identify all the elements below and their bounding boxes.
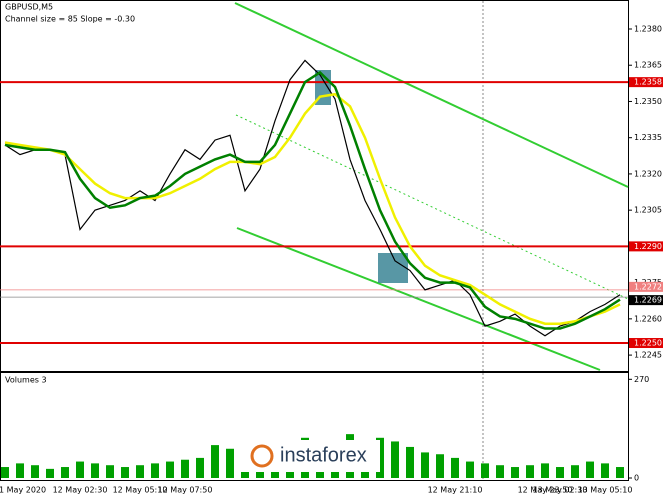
volume-bar — [571, 465, 579, 478]
volume-bar — [211, 445, 219, 478]
x-tick-label: 12 May 02:30 — [53, 486, 108, 495]
volume-bar — [526, 465, 534, 478]
volume-bar — [481, 463, 489, 478]
level-label: 1.2358 — [634, 78, 662, 87]
volume-bar — [91, 463, 99, 478]
level-tag — [629, 77, 663, 88]
volume-bar — [151, 463, 159, 478]
volume-title: Volumes 3 — [5, 376, 47, 385]
x-tick-label: 12 May 23:50 — [518, 486, 573, 495]
volume-pane — [0, 372, 629, 481]
y-tick-label: 1.2365 — [634, 61, 662, 70]
x-tick-label: 11 May 2020 — [0, 486, 46, 495]
moving-average — [4, 70, 621, 330]
y-tick-label: 1.2350 — [634, 97, 662, 106]
volume-bar — [601, 463, 609, 478]
volume-bar — [31, 465, 39, 478]
volume-bar — [76, 461, 84, 478]
chart-title: GBPUSD,M5 — [5, 3, 53, 12]
volume-bar — [586, 461, 594, 478]
y-tick-label: 1.2320 — [634, 169, 662, 178]
channel-upper — [234, 2, 629, 188]
y-tick-label: 1.2245 — [634, 351, 662, 360]
volume-bar — [106, 465, 114, 478]
volume-bar — [136, 465, 144, 478]
volume-bar — [451, 457, 459, 478]
volume-bar — [511, 467, 519, 478]
volume-bar — [166, 461, 174, 478]
volume-bar — [466, 461, 474, 478]
price-label: 1.2269 — [634, 296, 662, 305]
x-tick-label: 12 May 21:10 — [428, 486, 483, 495]
volume-bar — [391, 441, 399, 478]
logo-icon — [250, 444, 274, 468]
channel-lower — [236, 227, 601, 371]
volume-bar — [616, 467, 624, 478]
volume-bar — [1, 467, 9, 478]
x-tick-label: 12 May 07:50 — [158, 486, 213, 495]
volume-bar — [181, 459, 189, 478]
volume-bar — [61, 467, 69, 478]
level-tag — [629, 241, 663, 252]
y-tick-label: 0 — [634, 474, 639, 483]
volume-bar — [16, 463, 24, 478]
level-tag — [629, 338, 663, 349]
volume-bar — [121, 467, 129, 478]
watermark: instaforex — [280, 444, 367, 466]
volume-bar — [541, 463, 549, 478]
volume-bar — [556, 467, 564, 478]
volume-bar — [196, 457, 204, 478]
volume-bar — [436, 454, 444, 478]
volume-bar — [406, 446, 414, 478]
volume-bar — [496, 465, 504, 478]
price-label: 1.2272 — [634, 282, 662, 291]
x-tick-label: 13 May 02:30 — [533, 486, 588, 495]
volume-bar — [421, 452, 429, 478]
y-tick-label: 1.2335 — [634, 133, 662, 142]
price-tag — [629, 295, 663, 306]
volume-bar — [46, 468, 54, 478]
channel-mid — [235, 114, 629, 300]
x-tick-label: 13 May 05:10 — [578, 486, 633, 495]
level-label: 1.2290 — [634, 242, 662, 251]
y-tick-label: 1.2305 — [634, 206, 662, 215]
y-tick-label: 270 — [634, 375, 649, 384]
volume-bar — [226, 448, 234, 478]
y-tick-label: 1.2260 — [634, 314, 662, 323]
level-label: 1.2250 — [634, 339, 662, 348]
moving-average — [4, 92, 621, 325]
y-tick-label: 1.2380 — [634, 24, 662, 33]
chart-subtitle: Channel size = 85 Slope = -0.30 — [5, 15, 135, 24]
price-tag — [629, 281, 663, 292]
price-pane — [0, 0, 629, 372]
x-tick-label: 12 May 05:10 — [113, 486, 168, 495]
